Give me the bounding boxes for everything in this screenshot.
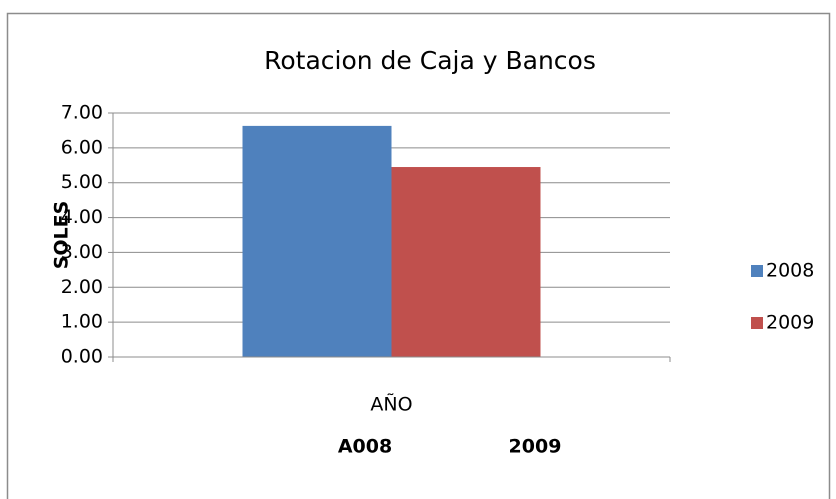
legend-swatch [751,317,763,329]
legend-label: 2008 [766,260,814,282]
bar [391,167,541,357]
annotation: A008 [338,436,392,458]
y-tick-label: 7.00 [61,102,103,124]
bar [242,125,392,357]
y-axis-label: SOLES [51,201,73,270]
chart-title: Rotacion de Caja y Bancos [264,46,596,75]
y-tick-label: 1.00 [61,311,103,333]
y-tick-label: 6.00 [61,136,103,158]
y-tick-label: 4.00 [61,206,103,228]
y-tick-label: 0.00 [61,346,103,368]
x-tick-label: AÑO [370,393,412,416]
y-tick-label: 3.00 [61,241,103,263]
legend-swatch [751,265,763,277]
annotation: 2009 [509,436,562,458]
legend-label: 2009 [766,312,814,334]
y-tick-label: 5.00 [61,171,103,193]
y-tick-label: 2.00 [61,276,103,298]
